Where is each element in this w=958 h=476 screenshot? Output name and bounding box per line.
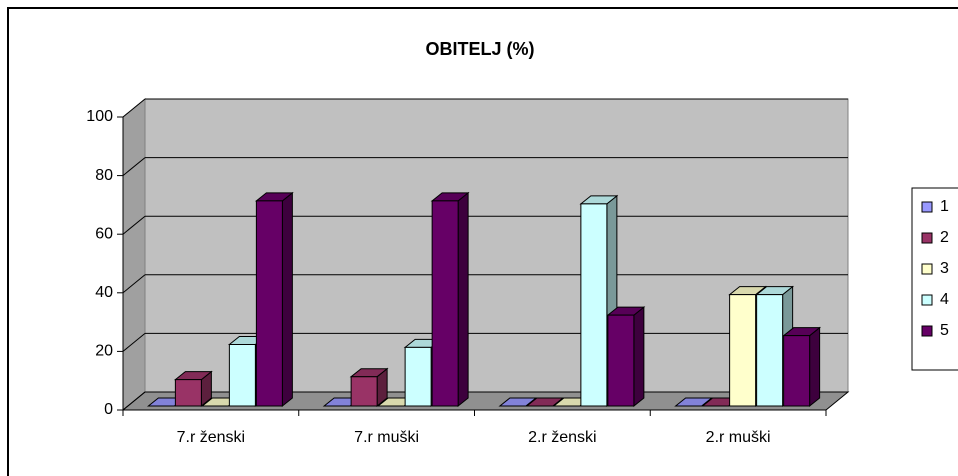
grid-line [122, 215, 146, 235]
bar-face [729, 294, 757, 407]
x-tick-label: 2.r ženski [528, 429, 596, 446]
bar-face [404, 346, 432, 407]
legend-label: 5 [940, 322, 949, 339]
bar [782, 326, 822, 408]
side-wall [122, 97, 146, 412]
bar-face [228, 343, 256, 407]
legend-label: 2 [940, 229, 949, 246]
bar-face [174, 379, 202, 407]
y-tick-label: 0 [104, 401, 113, 418]
legend-label: 4 [940, 291, 949, 308]
bar-face [783, 335, 811, 407]
bar [349, 367, 389, 408]
x-tick-label: 7.r muški [354, 429, 419, 446]
legend-swatch [921, 263, 933, 275]
bar-face [809, 326, 821, 408]
bar [254, 191, 294, 408]
y-tick-label: 100 [86, 108, 113, 125]
grid-line [122, 333, 146, 352]
bar-face [756, 294, 784, 407]
bar-face [633, 306, 645, 408]
grid-line [122, 274, 146, 294]
x-tick-label: 7.r ženski [177, 429, 245, 446]
bar-face [607, 314, 635, 407]
bar [674, 397, 714, 407]
bar-face [255, 200, 283, 407]
y-tick-label: 20 [95, 343, 113, 360]
bar [430, 191, 470, 408]
bar-face [457, 191, 469, 408]
bar [498, 397, 538, 407]
y-tick-label: 60 [95, 225, 113, 242]
legend-swatch [921, 325, 933, 337]
legend-swatch [921, 294, 933, 306]
legend-swatch [921, 201, 933, 213]
legend-swatch [921, 232, 933, 244]
grid-line [122, 391, 146, 411]
bar-face [281, 191, 293, 408]
y-tick-label: 80 [95, 167, 113, 184]
grid-line [122, 157, 146, 176]
grid-line [122, 98, 146, 118]
y-tick-label: 40 [95, 284, 113, 301]
legend-box [911, 187, 958, 371]
bar [606, 306, 646, 408]
bar-face [580, 203, 608, 407]
legend-label: 3 [940, 260, 949, 277]
bar [525, 397, 565, 407]
bar-face [350, 376, 378, 407]
chart-title: OBITELJ (%) [425, 39, 534, 59]
x-tick-label: 2.r muški [706, 429, 771, 446]
bar [173, 370, 213, 408]
bar-face [431, 200, 459, 407]
legend-label: 1 [940, 198, 949, 215]
